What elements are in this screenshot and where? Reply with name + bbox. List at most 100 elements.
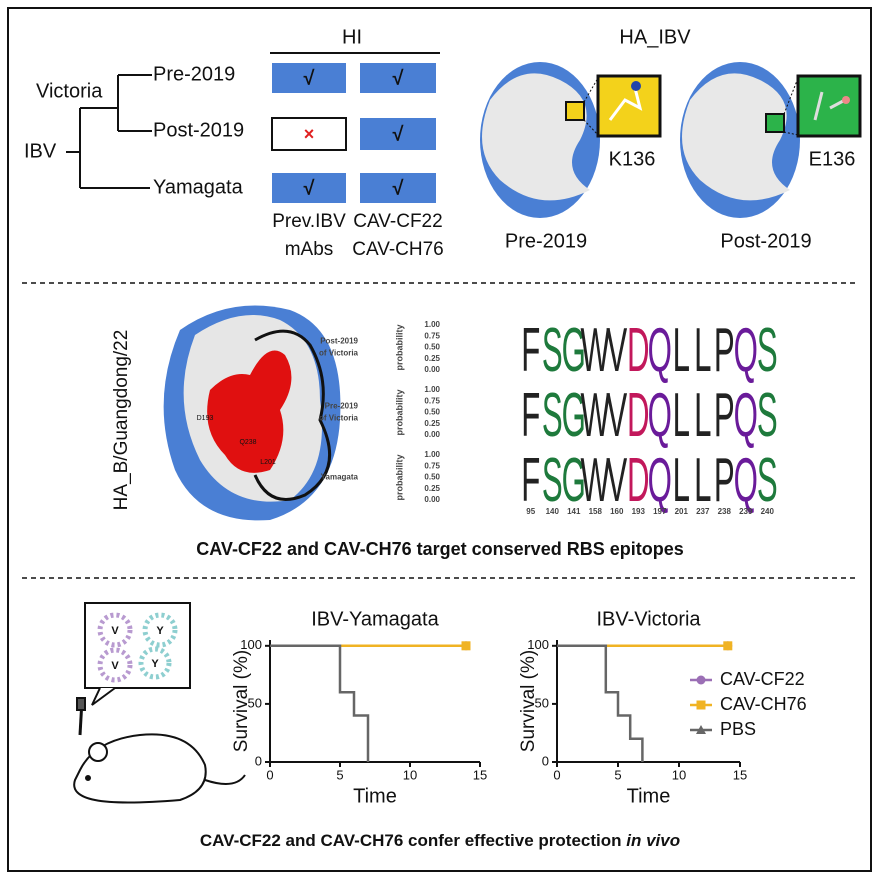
x-axis-label: Time: [627, 785, 671, 807]
logo-tick-label: 0.25: [424, 354, 440, 363]
logo-tick-label: 0.50: [424, 408, 440, 417]
x-tick-label: 10: [672, 767, 686, 782]
x-tick-label: 0: [266, 767, 273, 782]
virus-label: Y: [151, 658, 159, 670]
x-axis-label: Time: [353, 785, 397, 807]
hi-column-label: CAV-CH76: [352, 239, 444, 260]
mouse: [73, 697, 246, 804]
y-tick-label: 100: [527, 637, 549, 652]
logo-position: 158: [589, 507, 603, 516]
hi-mark: ×: [304, 124, 315, 144]
structure-epitope: [163, 305, 341, 521]
logo-tick-label: 0.25: [424, 484, 440, 493]
logo-row-label: Yamagata: [321, 473, 359, 482]
logo-letter: G: [562, 382, 586, 450]
logo-tick-label: 0.00: [424, 495, 440, 504]
logo-letter: L: [673, 447, 690, 515]
logo-tick-label: 0.25: [424, 419, 440, 428]
logo-tick-label: 0.50: [424, 473, 440, 482]
logo-position: 237: [696, 507, 710, 516]
logo-row-label: Pre-2019: [325, 402, 359, 411]
y-tick-label: 50: [248, 695, 262, 710]
logo-letter: S: [542, 317, 563, 385]
logo-letter: G: [562, 447, 586, 515]
x-tick-label: 10: [403, 767, 417, 782]
tree-lineage: Victoria: [36, 80, 103, 102]
hi-mark: √: [393, 177, 405, 199]
caption-italic: in vivo: [626, 831, 680, 850]
hi-title: HI: [342, 26, 362, 48]
y-axis-label: Survival (%): [231, 650, 252, 752]
logo-position: 193: [632, 507, 646, 516]
logo-letter: P: [714, 317, 735, 385]
structure-title: HA_IBV: [619, 26, 691, 48]
logo-letter: W: [581, 317, 611, 385]
structure-post: [680, 62, 862, 218]
logo-tick-label: 0.75: [424, 396, 440, 405]
end-marker: [723, 641, 733, 651]
y-tick-label: 0: [542, 753, 549, 768]
caption-text: CAV-CF22 and CAV-CH76 confer effective p…: [200, 831, 626, 850]
tree: [66, 74, 152, 189]
caption: CAV-CF22 and CAV-CH76 target conserved R…: [196, 539, 683, 559]
frame: [7, 7, 872, 872]
y-tick-label: 0: [255, 753, 262, 768]
logo-letter: L: [694, 382, 711, 450]
logo-letter: F: [521, 382, 540, 450]
logo-letter: F: [521, 447, 540, 515]
hi-cell: [272, 63, 346, 93]
legend-label: CAV-CF22: [720, 669, 805, 689]
logo-tick-label: 1.00: [424, 450, 440, 459]
legend-marker: [696, 700, 706, 710]
x-tick-label: 15: [733, 767, 747, 782]
logo-row-label: of Victoria: [319, 414, 359, 423]
structure-label: Post-2019: [720, 230, 811, 252]
logo-position: 240: [761, 507, 775, 516]
legend-label: PBS: [720, 719, 756, 739]
structure-label: HA_B/Guangdong/22: [111, 330, 132, 511]
logo-letter: Q: [648, 317, 672, 385]
logo-letter: F: [521, 317, 540, 385]
tree-leaf: Pre-2019: [153, 63, 235, 85]
legend-marker: [696, 725, 706, 734]
logo-tick-label: 0.50: [424, 343, 440, 352]
chart-title: IBV-Victoria: [596, 608, 701, 630]
hi-mark: √: [304, 177, 316, 199]
hi-mark: √: [393, 123, 405, 145]
logo-letter: S: [542, 382, 563, 450]
logo-letter: V: [606, 317, 627, 385]
logo-letter: S: [542, 447, 563, 515]
y-tick-label: 100: [240, 637, 262, 652]
logo-letter: S: [757, 447, 778, 515]
tree-leaf: Post-2019: [153, 119, 244, 141]
virus-label: Y: [156, 625, 164, 637]
logo-axis-label: probability: [394, 454, 404, 500]
logo-letter: G: [562, 317, 586, 385]
logo-letter: Q: [648, 447, 672, 515]
hi-cell: [360, 173, 436, 203]
logo-axis-label: probability: [394, 324, 404, 370]
virus-label: V: [111, 625, 119, 637]
structure-label: Pre-2019: [505, 230, 587, 252]
y-tick-label: 50: [535, 695, 549, 710]
logo-position: 140: [546, 507, 560, 516]
logo-letter: Q: [648, 382, 672, 450]
hi-column-label: CAV-CF22: [353, 211, 442, 232]
logo-letter: L: [673, 382, 690, 450]
logo-letter: D: [627, 382, 650, 450]
logo-letter: L: [694, 447, 711, 515]
logo-row-label: Post-2019: [320, 337, 358, 346]
logo-letter: L: [694, 317, 711, 385]
logo-letter: Q: [734, 317, 758, 385]
hi-mark: √: [393, 67, 405, 89]
x-tick-label: 0: [553, 767, 560, 782]
logo-letter: W: [581, 382, 611, 450]
x-tick-label: 15: [473, 767, 487, 782]
hi-mark: √: [304, 67, 316, 89]
logo-letter: Q: [734, 447, 758, 515]
logo-tick-label: 1.00: [424, 320, 440, 329]
logo-letter: W: [581, 447, 611, 515]
caption: CAV-CF22 and CAV-CH76 confer effective p…: [200, 831, 680, 850]
survival-line: [557, 644, 644, 762]
